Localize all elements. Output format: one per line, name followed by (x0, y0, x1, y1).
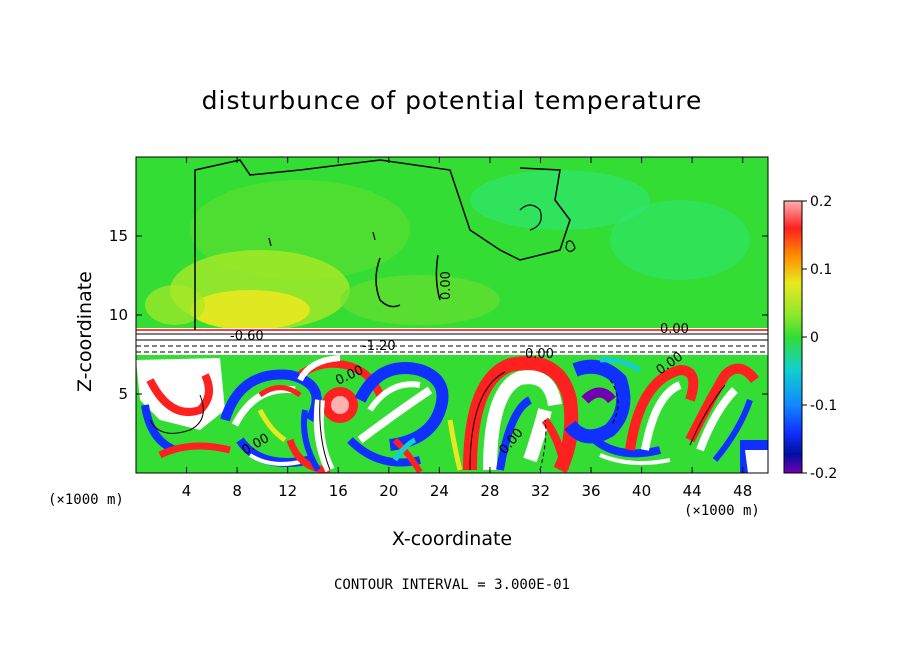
colorbar-tick-label: -0.1 (810, 398, 837, 414)
contour-label-2: -0.60 (230, 329, 264, 344)
x-tick-label: 12 (278, 482, 297, 500)
colorbar-tick-label: -0.2 (810, 466, 837, 482)
x-tick-label: 20 (379, 482, 398, 500)
x-tick-label: 24 (430, 482, 449, 500)
contour-label-1: 0.00 (439, 271, 454, 300)
x-axis-label: X-coordinate (391, 528, 513, 550)
colorbar-tick-label: 0.2 (810, 194, 832, 210)
x-tick-label: 40 (632, 482, 651, 500)
y-tick-label: 10 (109, 306, 128, 324)
x-tick-label: 48 (733, 482, 752, 500)
contour-interval-note: CONTOUR INTERVAL = 3.000E-01 (333, 577, 570, 593)
colorbar-tick-label: 0 (810, 330, 819, 346)
x-tick-label: 36 (581, 482, 600, 500)
heatmap-field (136, 157, 768, 473)
colorbar-ticks: 0.2 0.1 0 -0.1 -0.2 (802, 194, 837, 482)
y-axis: 5 10 15 (109, 227, 768, 403)
x-tick-label: 16 (329, 482, 348, 500)
contour-label-5: 0.00 (525, 347, 554, 362)
contour-label-4: 0.00 (660, 322, 689, 337)
y-axis-label: Z-coordinate (74, 271, 96, 392)
y-tick-label: 15 (109, 227, 128, 245)
x-tick-label: 44 (683, 482, 702, 500)
x-axis: 4 8 12 16 20 24 28 32 36 40 44 48 (182, 157, 752, 500)
x-tick-label: 8 (232, 482, 242, 500)
colorbar (783, 200, 803, 474)
x-unit-left: (×1000 m) (48, 492, 124, 508)
colorbar-tick-label: 0.1 (810, 262, 832, 278)
x-tick-label: 32 (531, 482, 550, 500)
x-tick-label: 4 (182, 482, 192, 500)
contour-label-3: -1.20 (362, 339, 396, 354)
x-unit-right: (×1000 m) (684, 503, 760, 519)
y-tick-label: 5 (118, 385, 128, 403)
chart-title: disturbunce of potential temperature (201, 86, 703, 115)
x-tick-label: 28 (480, 482, 499, 500)
